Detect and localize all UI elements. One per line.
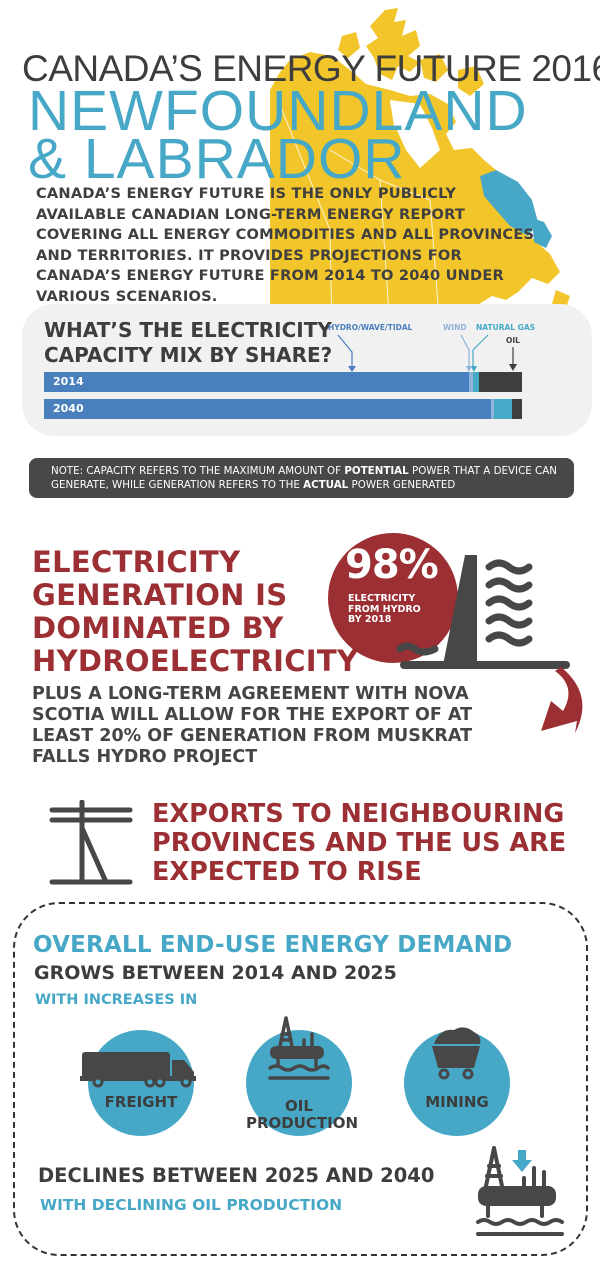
demand-increases-label: WITH INCREASES IN xyxy=(35,992,198,1008)
province-title-line2: & LABRADOR xyxy=(28,127,406,191)
bar-label-2014: 2014 xyxy=(53,375,84,388)
hydro-share-value: 98% xyxy=(345,542,439,588)
hydro-share-badge xyxy=(328,533,458,663)
segment-hydro-2014: 2014 xyxy=(44,372,470,392)
segment-wind-2040 xyxy=(491,399,495,419)
exports-title: EXPORTS TO NEIGHBOURING PROVINCES AND TH… xyxy=(152,799,567,887)
freight-circle xyxy=(88,1030,194,1136)
segment-oil-2014 xyxy=(478,372,522,392)
legend-natural-gas: NATURAL GAS xyxy=(476,323,536,332)
canada-map-icon xyxy=(270,8,570,330)
capacity-note: NOTE: CAPACITY REFERS TO THE MAXIMUM AMO… xyxy=(29,458,574,498)
generation-body: PLUS A LONG-TERM AGREEMENT WITH NOVA SCO… xyxy=(32,684,473,767)
bar-2014: 2014 xyxy=(44,372,522,392)
segment-oil-2040 xyxy=(512,399,522,419)
segment-wind-2014 xyxy=(469,372,473,392)
oil-production-label: OIL PRODUCTION xyxy=(246,1097,359,1132)
province-title-line1: NEWFOUNDLAND xyxy=(28,79,528,143)
segment-hydro-2040: 2040 xyxy=(44,399,492,419)
intro-paragraph: CANADA’S ENERGY FUTURE IS THE ONLY PUBLI… xyxy=(36,185,535,305)
demand-title: OVERALL END-USE ENERGY DEMAND xyxy=(33,932,513,958)
hydro-share-caption: ELECTRICITY FROM HYDRO BY 2018 xyxy=(348,593,421,625)
segment-gas-2014 xyxy=(472,372,479,392)
segment-gas-2040 xyxy=(494,399,513,419)
freight-label: FREIGHT xyxy=(104,1093,178,1111)
legend-arrows xyxy=(337,334,517,372)
legend-wind: WIND xyxy=(443,323,467,332)
legend-hydro: HYDRO/WAVE/TIDAL xyxy=(328,323,413,332)
mining-label: MINING xyxy=(425,1093,489,1111)
legend-oil: OIL xyxy=(506,336,520,345)
hydro-dam-icon xyxy=(396,555,583,733)
demand-grows: GROWS BETWEEN 2014 AND 2025 xyxy=(34,962,397,984)
down-arrow-icon xyxy=(512,1150,532,1172)
bar-2040: 2040 xyxy=(44,399,522,419)
mine-cart-icon xyxy=(432,1027,481,1080)
oil-platform-icon xyxy=(268,1016,330,1080)
generation-title: ELECTRICITY GENERATION IS DOMINATED BY H… xyxy=(32,545,359,678)
declines-subtitle: WITH DECLINING OIL PRODUCTION xyxy=(40,1196,343,1214)
export-arrow-icon xyxy=(541,667,583,733)
report-title: CANADA’S ENERGY FUTURE 2016 xyxy=(22,48,600,89)
truck-icon xyxy=(80,1052,196,1088)
declining-oil-platform-icon xyxy=(476,1146,564,1236)
demand-section xyxy=(13,902,588,1256)
declines-title: DECLINES BETWEEN 2025 AND 2040 xyxy=(38,1164,435,1187)
capacity-mix-title: WHAT’S THE ELECTRICITY CAPACITY MIX BY S… xyxy=(44,318,333,367)
bar-label-2040: 2040 xyxy=(53,402,84,415)
power-pole-icon xyxy=(49,800,133,885)
